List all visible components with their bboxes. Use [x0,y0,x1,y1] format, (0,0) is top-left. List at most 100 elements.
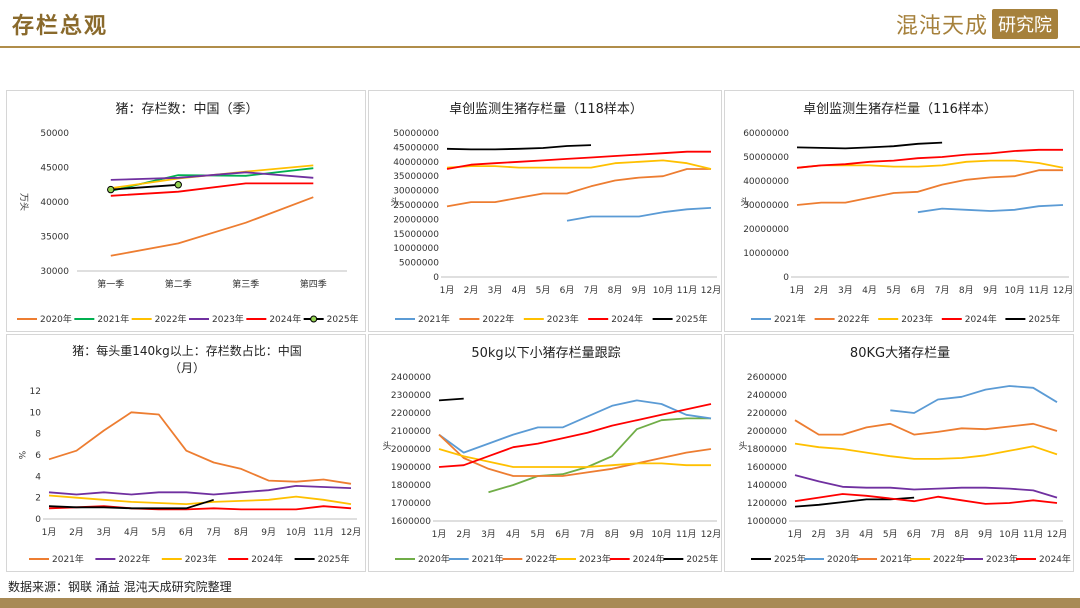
y-tick-label: 0 [35,515,41,525]
y-tick-label: 1800000 [747,445,787,455]
legend-label: 2024年 [251,553,283,565]
y-tick-label: 40000 [40,198,69,208]
series-line-2023年 [48,494,352,505]
legend-label: 2025年 [774,553,806,565]
x-tick-label: 1月 [42,527,57,538]
x-tick-label: 3月 [838,285,853,296]
legend-label: 2022年 [155,313,187,325]
x-tick-label: 4月 [862,285,877,296]
x-tick-label: 9月 [978,529,993,540]
chart-panel-3: 卓创监测生猪存栏量（116样本） 0 10000000 20000000 3000000… [724,90,1074,332]
data-point-marker [174,181,182,189]
x-tick-label: 1月 [790,285,805,296]
legend-label: 2021年 [52,553,84,565]
series-line-2023年 [796,159,1064,169]
y-tick-label: 2400000 [747,391,787,401]
x-tick-label: 6月 [179,527,194,538]
series-line-2025年 [446,144,592,151]
x-tick-label: 1月 [788,529,803,540]
series-line-2025年 [48,498,214,510]
y-axis-label: 头 [390,197,399,208]
data-source-note: 数据来源：钢联 涌益 混沌天成研究院整理 [8,580,232,594]
series-line-2021年 [566,207,712,222]
y-tick-label: 2600000 [747,373,787,383]
y-tick-label: 50000000 [743,153,789,163]
series-line-2020年 [488,417,711,494]
legend-label: 2021年 [418,313,450,325]
y-tick-label: 2300000 [391,391,431,401]
x-tick-label: 10月 [286,527,306,538]
x-tick-label: 11月 [676,529,696,540]
y-tick-label: 2200000 [747,409,787,419]
chart-zhuochuang-118: 卓创监测生猪存栏量（118样本） 0 5000000 10000000 15000000… [390,102,721,325]
x-tick-label: 10月 [653,285,673,296]
x-tick-label: 5月 [883,529,898,540]
x-tick-label: 4月 [506,529,521,540]
legend-label: 2023年 [185,553,217,565]
y-axis-label: 万头 [18,193,29,211]
x-tick-label: 10月 [651,529,671,540]
y-tick-label: 8 [35,430,41,440]
series-line-2025年 [110,183,179,191]
x-tick-label: 6月 [555,529,570,540]
y-tick-label: 2100000 [391,427,431,437]
y-tick-label: 50000 [40,129,69,139]
x-tick-label: 11月 [1029,285,1049,296]
x-tick-label: 7月 [931,529,946,540]
legend-label: 2022年 [933,553,965,565]
y-tick-label: 2000000 [747,427,787,437]
x-tick-label: 2月 [811,529,826,540]
legend-label: 2025年 [1028,313,1060,325]
x-tick-label: 8月 [954,529,969,540]
y-tick-label: 6 [35,451,41,461]
series-line-2025年 [438,397,464,402]
y-tick-label: 1900000 [391,463,431,473]
data-point-marker [107,185,115,194]
x-tick-label: 第二季 [165,278,192,290]
legend-label: 2020年 [40,313,72,325]
x-tick-label: 12月 [701,529,721,540]
legend-label: 2022年 [482,313,514,325]
series-line-2021年 [48,411,352,485]
x-tick-label: 6月 [560,285,575,296]
y-tick-label: 1000000 [747,517,787,527]
chart-title: 50kg以下小猪存栏量跟踪 [471,346,620,361]
legend-label: 2020年 [418,553,450,565]
series-line-2020年 [110,196,314,257]
x-tick-label: 8月 [234,527,249,538]
legend-label: 2022年 [118,553,150,565]
legend-label: 2025年 [318,553,350,565]
x-tick-label: 2月 [814,285,829,296]
legend-label: 2025年 [686,553,718,565]
x-tick-label: 4月 [512,285,527,296]
y-tick-label: 2200000 [391,409,431,419]
legend-label: 2024年 [269,313,301,325]
x-tick-label: 9月 [632,285,647,296]
x-tick-label: 2月 [464,285,479,296]
x-tick-label: 4月 [859,529,874,540]
x-tick-label: 5月 [151,527,166,538]
legend-label: 2024年 [633,553,665,565]
x-tick-label: 11月 [1023,529,1043,540]
y-tick-label: 15000000 [393,230,439,240]
y-tick-label: 10000000 [393,244,439,254]
x-tick-label: 7月 [206,527,221,538]
chart-panel-5: 50kg以下小猪存栏量跟踪 1600000 1700000 1800000 190000… [368,334,722,572]
y-tick-label: 5000000 [399,259,439,269]
legend-label: 2023年 [579,553,611,565]
page-title: 存栏总观 [12,13,109,39]
y-tick-label: 2000000 [391,445,431,455]
series-line-2023年 [438,448,711,468]
y-tick-label: 40000000 [743,177,789,187]
series-line-2024年 [110,182,314,197]
x-tick-label: 第四季 [300,278,327,290]
y-tick-label: 20000000 [743,225,789,235]
y-tick-label: 50000000 [393,129,439,139]
y-tick-label: 2400000 [391,373,431,383]
x-tick-label: 3月 [97,527,112,538]
page-header: 存栏总观 混沌天成 研究院 [0,0,1080,48]
chart-quarterly-inventory: 猪：存栏数：中国（季） 30000 35000 40000 45000 50000 万头第一… [17,102,359,325]
series-line-2024年 [438,403,712,468]
legend-label: 2024年 [1039,553,1071,565]
series-line-2022年 [48,485,352,496]
